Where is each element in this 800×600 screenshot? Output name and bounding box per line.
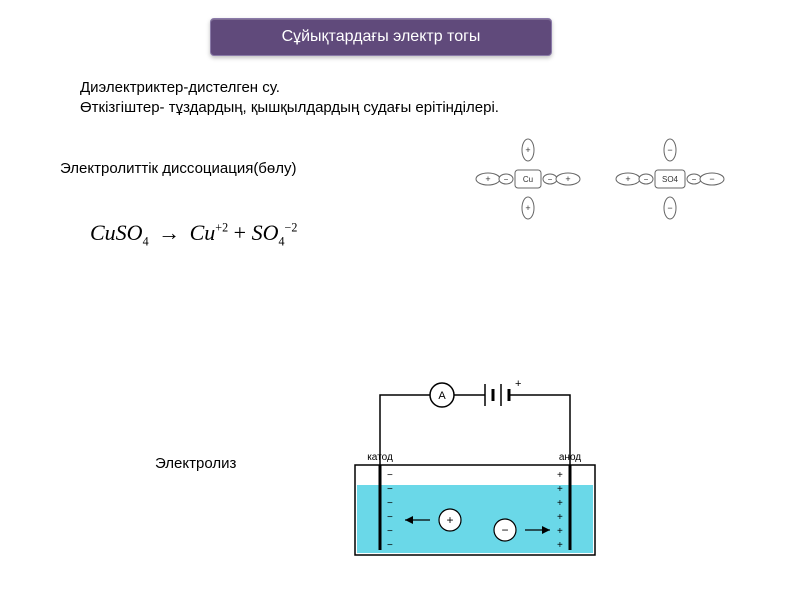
page-title: Сұйықтардағы электр тогы [210, 18, 552, 56]
eq-prod1-sup: +2 [215, 221, 228, 235]
intro-line-2: Өткізгіштер- тұздардың, қышқылдардың суд… [80, 98, 499, 118]
svg-text:−: − [644, 175, 649, 184]
svg-text:−: − [667, 145, 672, 155]
cation-label: Cu [523, 175, 533, 184]
circuit-wires [380, 383, 570, 465]
svg-text:+: + [525, 145, 530, 155]
anode-label: анод [559, 452, 581, 463]
eq-reactant-sub: 4 [143, 234, 149, 248]
svg-text:+: + [557, 540, 563, 551]
svg-text:−: − [548, 175, 553, 184]
cathode-label: катод [367, 452, 393, 463]
svg-text:−: − [692, 175, 697, 184]
dissociation-heading: Электролиттік диссоциация(бөлу) [60, 160, 297, 177]
svg-text:−: − [387, 540, 393, 551]
cation-group: Cu + + + − − + [476, 139, 580, 219]
svg-text:+: + [557, 526, 563, 537]
title-text: Сұйықтардағы электр тогы [282, 28, 481, 46]
svg-text:−: − [667, 203, 672, 213]
eq-prod2-sup: −2 [285, 221, 298, 235]
svg-text:+: + [625, 174, 630, 184]
arrow-icon: → [154, 220, 184, 245]
svg-text:+: + [557, 484, 563, 495]
battery-plus: + [515, 378, 521, 390]
equation: CuSO4 → Cu+2 + SO4−2 [90, 220, 297, 249]
svg-text:−: − [504, 175, 509, 184]
svg-text:−: − [709, 174, 714, 184]
anion-group: SO4 − − + − − − [616, 139, 724, 219]
svg-text:−: − [387, 526, 393, 537]
eq-prod2-sub: 4 [278, 234, 284, 248]
svg-text:−: − [501, 523, 508, 537]
svg-text:+: + [525, 203, 530, 213]
svg-text:+: + [485, 174, 490, 184]
svg-text:−: − [387, 512, 393, 523]
svg-text:+: + [446, 513, 453, 527]
dissociation-diagram: Cu + + + − − + SO4 − − + − − − [460, 130, 750, 230]
svg-text:+: + [557, 470, 563, 481]
svg-text:−: − [387, 484, 393, 495]
svg-text:−: − [387, 498, 393, 509]
electrolysis-label: Электролиз [155, 455, 236, 472]
svg-text:+: + [557, 512, 563, 523]
svg-text:+: + [565, 174, 570, 184]
eq-prod2: SO [252, 220, 279, 245]
intro-block: Диэлектриктер-дистелген су. Өткізгіштер-… [80, 78, 499, 119]
eq-reactant: CuSO [90, 220, 143, 245]
intro-line-1: Диэлектриктер-дистелген су. [80, 78, 499, 98]
svg-text:+: + [557, 498, 563, 509]
eq-prod1: Cu [190, 220, 216, 245]
anion-label: SO4 [662, 175, 679, 184]
electrolysis-diagram: A + катод анод − − − − − − + + + + + + +… [335, 370, 615, 570]
svg-text:−: − [387, 470, 393, 481]
ammeter-label: A [438, 390, 446, 402]
